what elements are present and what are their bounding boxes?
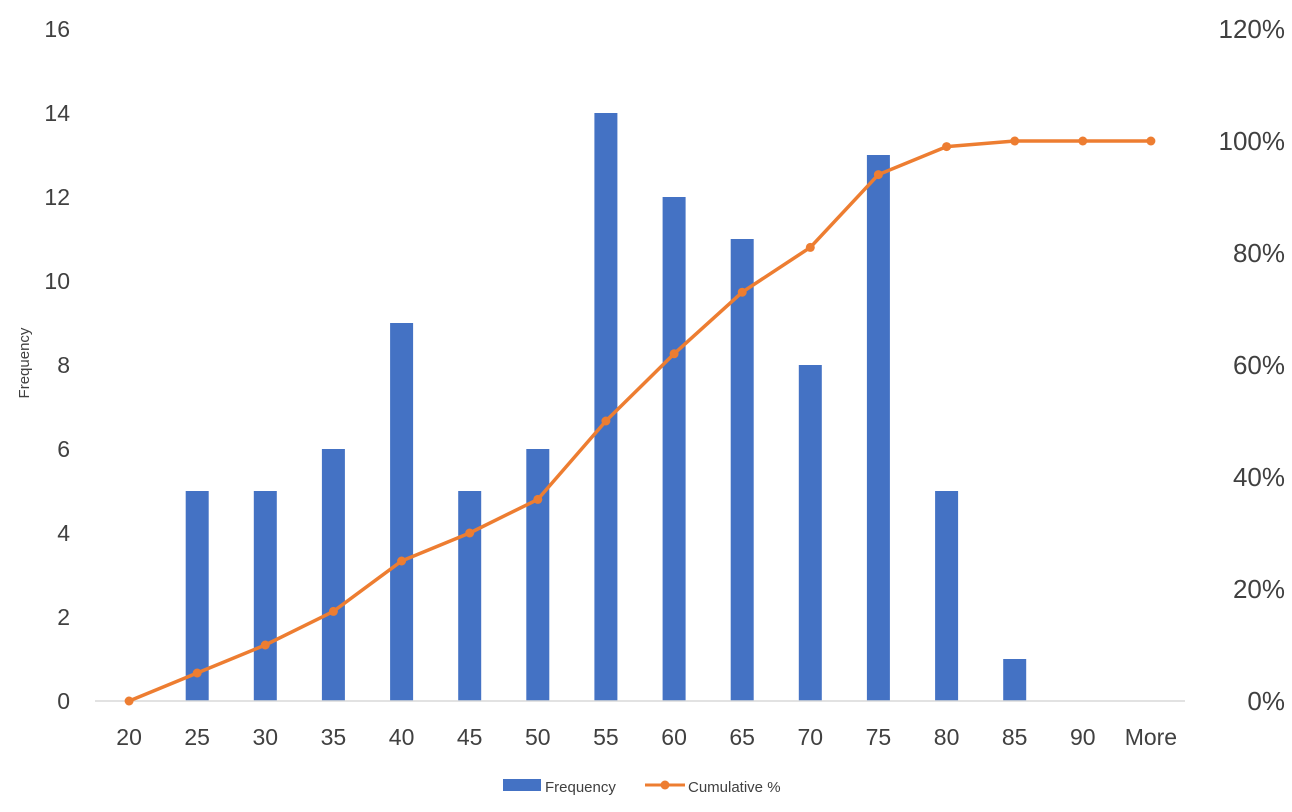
cumulative-point-20 (124, 696, 134, 706)
cumulative-point-80 (942, 142, 952, 152)
cumulative-point-70 (805, 242, 815, 252)
cumulative-point-50 (533, 494, 543, 504)
right-tick-label: 100% (1219, 126, 1286, 156)
left-tick-label: 2 (57, 604, 70, 630)
cumulative-point-60 (669, 349, 679, 359)
legend-frequency-label: Frequency (545, 779, 616, 796)
left-tick-label: 10 (44, 268, 70, 294)
x-tick-label: 40 (389, 724, 415, 750)
left-tick-label: 4 (57, 520, 70, 546)
left-tick-label: 12 (44, 184, 70, 210)
x-tick-label: 60 (661, 724, 687, 750)
legend-cumulative-label: Cumulative % (688, 779, 781, 796)
right-axis-ticks: 0% 20% 40% 60% 80% 100% 120% (1219, 14, 1286, 716)
legend-cumulative-swatch-marker (660, 780, 670, 790)
x-tick-label: 85 (1002, 724, 1028, 750)
left-tick-label: 6 (57, 436, 70, 462)
x-tick-label: 55 (593, 724, 619, 750)
bar-65 (730, 239, 754, 701)
cumulative-point-25 (192, 668, 202, 678)
bar-85 (1003, 659, 1027, 701)
left-axis-ticks: 0 2 4 6 8 10 12 14 16 (44, 16, 70, 714)
bar-30 (253, 491, 277, 701)
bar-75 (866, 155, 890, 701)
x-tick-label: 20 (116, 724, 142, 750)
bar-35 (321, 449, 345, 701)
x-tick-label: 90 (1070, 724, 1096, 750)
bar-60 (662, 197, 686, 701)
right-tick-label: 80% (1233, 238, 1285, 268)
bar-55 (594, 113, 618, 701)
x-tick-label: 30 (253, 724, 279, 750)
x-tick-label: 45 (457, 724, 483, 750)
bar-25 (185, 491, 209, 701)
right-tick-label: 20% (1233, 574, 1285, 604)
cumulative-point-40 (397, 556, 407, 566)
bar-50 (526, 449, 550, 701)
cumulative-point-55 (601, 416, 611, 426)
left-tick-label: 0 (57, 688, 70, 714)
right-tick-label: 120% (1219, 14, 1286, 44)
cumulative-line (124, 136, 1156, 706)
left-tick-label: 8 (57, 352, 70, 378)
cumulative-point-45 (465, 528, 475, 538)
x-tick-label: 70 (798, 724, 824, 750)
x-tick-label: 80 (934, 724, 960, 750)
x-tick-label: 50 (525, 724, 551, 750)
right-tick-label: 0% (1247, 686, 1285, 716)
cumulative-point-30 (260, 640, 270, 650)
bar-45 (458, 491, 482, 701)
cumulative-point-85 (1010, 136, 1020, 146)
x-tick-label: 65 (729, 724, 755, 750)
x-axis-ticks: 20 25 30 35 40 45 50 55 60 65 70 75 80 85 90 More (116, 724, 1177, 750)
bar-70 (798, 365, 822, 701)
x-tick-label: More (1125, 724, 1177, 750)
cumulative-point-35 (328, 606, 338, 616)
cumulative-polyline (127, 139, 1153, 703)
right-tick-label: 60% (1233, 350, 1285, 380)
x-tick-label: 35 (321, 724, 347, 750)
left-tick-label: 16 (44, 16, 70, 42)
bar-80 (935, 491, 959, 701)
x-tick-label: 75 (866, 724, 892, 750)
cumulative-point-more (1146, 136, 1156, 146)
x-tick-label: 25 (184, 724, 210, 750)
y-axis-title: Frequency (16, 327, 33, 398)
legend-frequency-swatch (503, 779, 541, 791)
cumulative-point-90 (1078, 136, 1088, 146)
left-tick-label: 14 (44, 100, 70, 126)
legend: Frequency Cumulative % (503, 779, 781, 796)
cumulative-point-65 (737, 287, 747, 297)
bar-40 (390, 323, 414, 701)
cumulative-point-75 (873, 170, 883, 180)
right-tick-label: 40% (1233, 462, 1285, 492)
frequency-bars (185, 113, 1027, 701)
